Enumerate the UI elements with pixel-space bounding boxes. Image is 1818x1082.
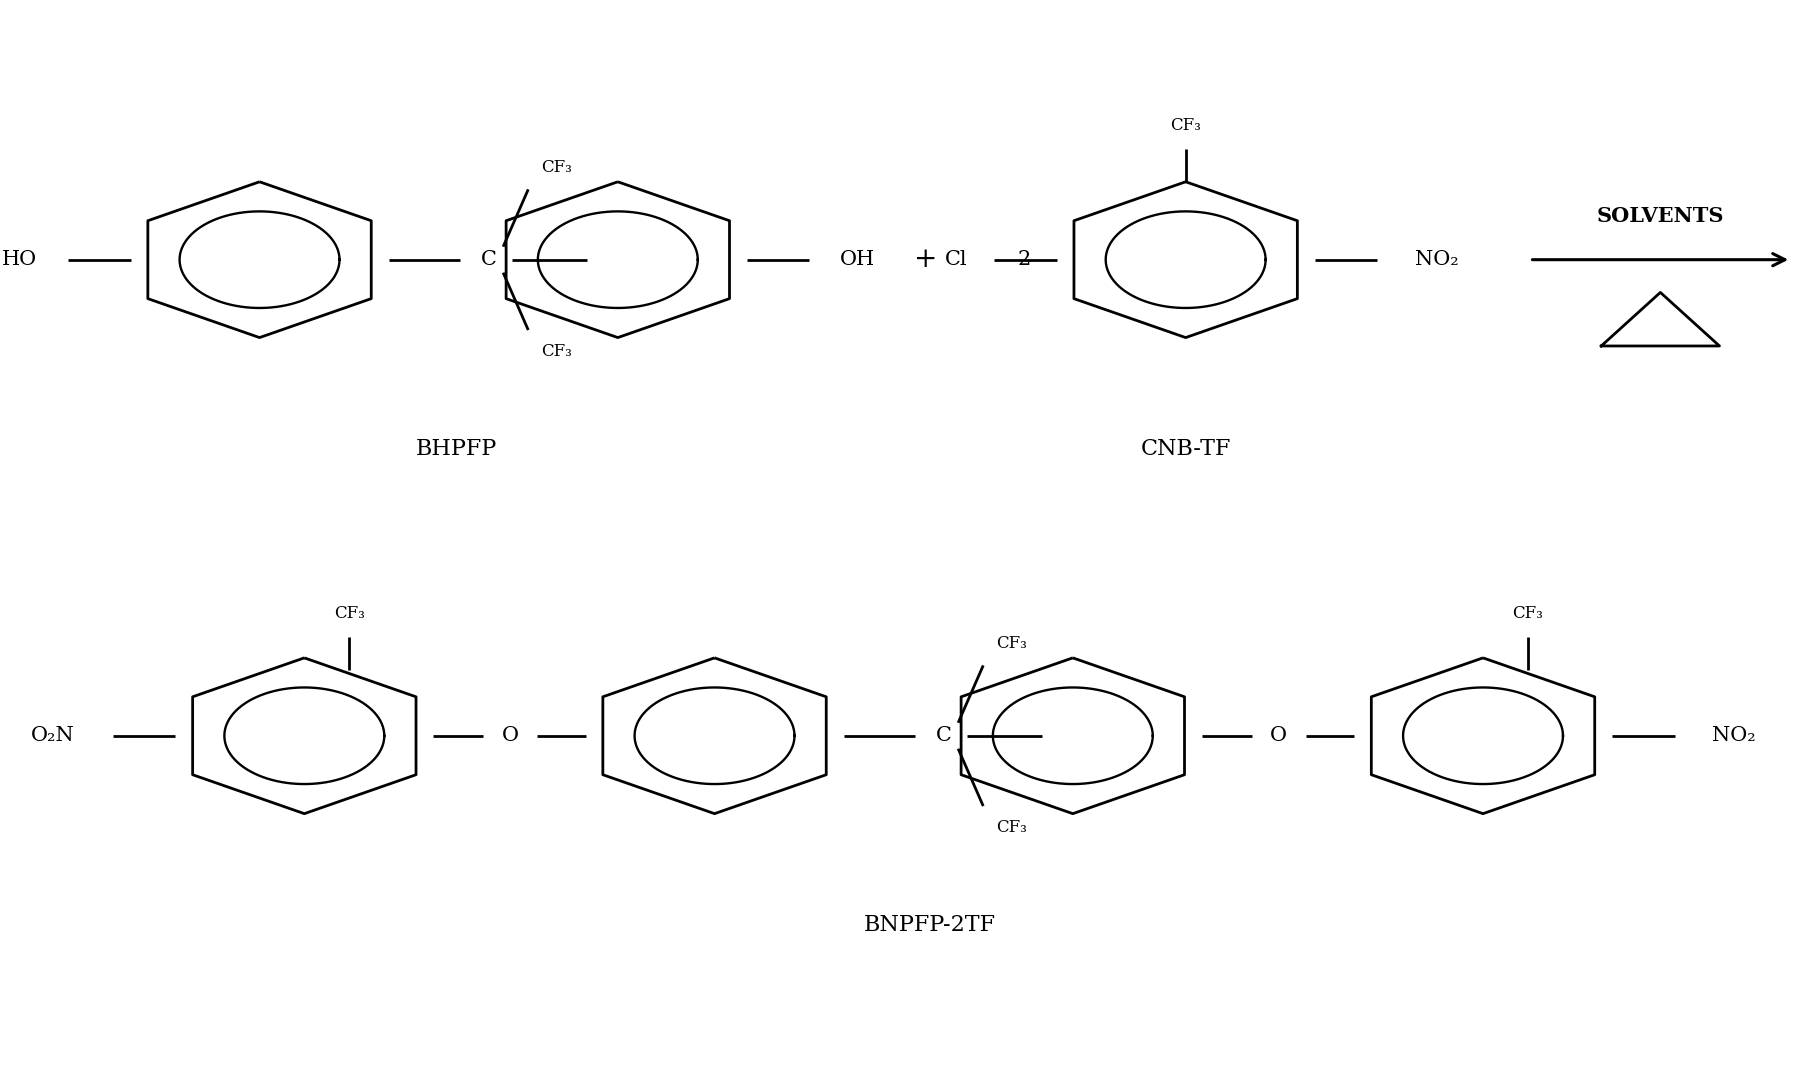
Text: CF₃: CF₃ [1513,605,1543,622]
Text: NO₂: NO₂ [1414,250,1458,269]
Text: CF₃: CF₃ [996,819,1027,836]
Text: CNB-TF: CNB-TF [1140,438,1231,460]
Text: CF₃: CF₃ [335,605,365,622]
Text: C: C [936,726,953,745]
Text: CF₃: CF₃ [542,159,573,176]
Text: BNPFP-2TF: BNPFP-2TF [864,914,996,936]
Text: O: O [1271,726,1287,745]
Text: SOLVENTS: SOLVENTS [1596,207,1723,226]
Text: +: + [914,247,938,273]
Text: O: O [502,726,518,745]
Text: NO₂: NO₂ [1713,726,1756,745]
Text: HO: HO [2,250,38,269]
Text: O₂N: O₂N [31,726,75,745]
Text: CF₃: CF₃ [542,343,573,360]
Text: CF₃: CF₃ [1171,117,1202,134]
Text: C: C [482,250,496,269]
Text: Cl: Cl [945,250,967,269]
Text: BHPFP: BHPFP [416,438,496,460]
Text: CF₃: CF₃ [996,635,1027,652]
Text: 2: 2 [1018,250,1031,269]
Text: OH: OH [840,250,874,269]
